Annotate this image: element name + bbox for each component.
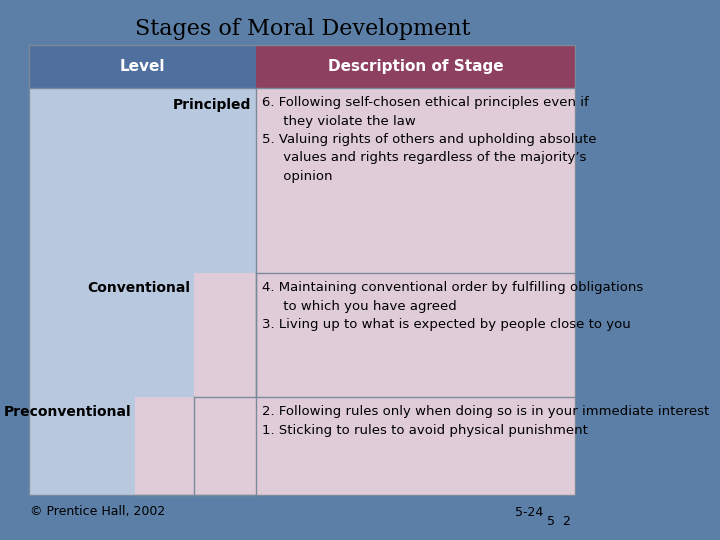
Bar [256,45,575,88]
Text: Description of Stage: Description of Stage [328,59,503,74]
Bar [29,397,135,495]
Text: 5  2: 5 2 [547,515,571,528]
Bar [256,88,575,495]
Text: 6. Following self-chosen ethical principles even if
     they violate the law
5.: 6. Following self-chosen ethical princip… [262,96,597,183]
Text: Preconventional: Preconventional [4,406,132,420]
Text: 2. Following rules only when doing so is in your immediate interest
1. Sticking : 2. Following rules only when doing so is… [262,406,709,437]
Text: Level: Level [120,59,165,74]
Bar [29,273,194,397]
Bar [135,397,256,495]
Text: © Prentice Hall, 2002: © Prentice Hall, 2002 [30,505,166,518]
Text: 5-24: 5-24 [515,505,543,518]
Text: Conventional: Conventional [87,281,190,295]
Text: Stages of Moral Development: Stages of Moral Development [135,18,471,40]
Bar [29,45,256,88]
Bar [194,273,256,397]
Text: 4. Maintaining conventional order by fulfilling obligations
     to which you ha: 4. Maintaining conventional order by ful… [262,281,643,331]
Bar [29,88,256,273]
Text: Principled: Principled [174,98,251,112]
